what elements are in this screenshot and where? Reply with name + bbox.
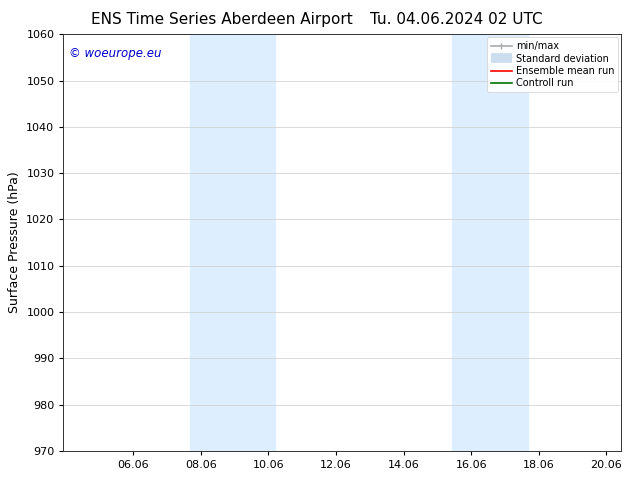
Bar — [452, 34, 528, 451]
Y-axis label: Surface Pressure (hPa): Surface Pressure (hPa) — [8, 172, 21, 314]
Legend: min/max, Standard deviation, Ensemble mean run, Controll run: min/max, Standard deviation, Ensemble me… — [487, 37, 618, 92]
Bar — [190, 34, 275, 451]
Text: © woeurope.eu: © woeurope.eu — [69, 47, 162, 60]
Text: Tu. 04.06.2024 02 UTC: Tu. 04.06.2024 02 UTC — [370, 12, 543, 27]
Text: ENS Time Series Aberdeen Airport: ENS Time Series Aberdeen Airport — [91, 12, 353, 27]
